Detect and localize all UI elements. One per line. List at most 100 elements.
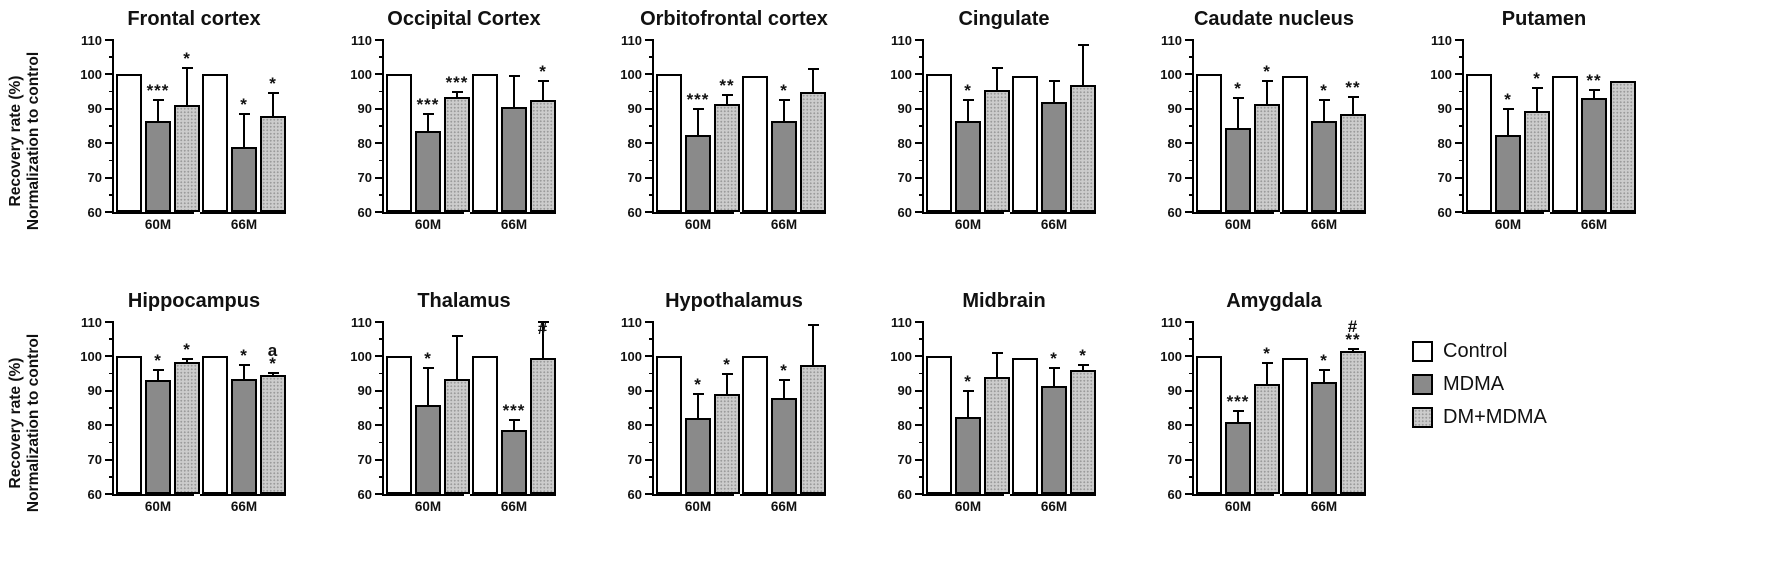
y-axis-minor-tick (109, 125, 114, 127)
chart-title: Amygdala (1226, 290, 1322, 312)
error-bar-cap (1048, 80, 1060, 83)
error-bar-cap (267, 92, 279, 95)
error-bar-cap (1347, 95, 1359, 98)
y-axis-tick (375, 107, 384, 110)
y-axis-tick (1185, 493, 1194, 495)
y-axis-minor-tick (1189, 90, 1194, 93)
y-axis-tick-label: 60 (897, 204, 912, 220)
x-axis-line (1280, 494, 1366, 496)
y-axis-tick-label: 70 (1437, 170, 1452, 186)
y-axis-tick (1455, 107, 1464, 110)
error-bar-line (1053, 81, 1055, 102)
bar-mdma: * (1495, 40, 1521, 212)
significance-marker: * (183, 340, 191, 360)
error-bar-line (243, 113, 245, 147)
error-bar-line (996, 352, 998, 378)
bar-control (386, 322, 412, 494)
x-axis-line (470, 212, 556, 214)
y-axis-tick-label: 100 (80, 348, 102, 364)
error-bar-cap (537, 80, 549, 83)
y-axis-minor-tick (109, 441, 114, 444)
significance-marker: *** (416, 94, 440, 114)
x-axis-group-label: 60M (1494, 217, 1522, 232)
plot-area: 60 70 80 90 100 110 * 60M 66M (890, 34, 1096, 232)
x-axis-group-label: 60M (954, 217, 982, 232)
y-axis-tick (915, 424, 924, 427)
significance-marker: ** (719, 76, 735, 96)
significance-marker: * (723, 354, 731, 374)
y-axis-minor-tick (919, 159, 924, 162)
bar-control (1012, 40, 1038, 212)
bar-dm-mdma: * (714, 322, 740, 494)
x-axis-line (740, 494, 826, 496)
y-axis-tick (105, 176, 114, 179)
y-axis-label-line1: Recovery rate (%) (7, 75, 24, 207)
error-bar-line (1237, 98, 1239, 128)
bar-rect (1225, 421, 1251, 494)
y-axis-tick-label: 80 (897, 135, 912, 151)
error-bar-line (186, 67, 188, 106)
y-axis-minor-tick (919, 338, 924, 340)
y-axis-tick (645, 211, 654, 213)
chart-title: Caudate nucleus (1193, 8, 1355, 30)
y-axis-tick-label: 80 (87, 135, 102, 151)
x-axis-line (1010, 494, 1096, 496)
bar-rect (742, 76, 768, 212)
y-axis-tick-label: 70 (357, 452, 372, 468)
y-axis-tick-label: 100 (350, 348, 372, 364)
bar-rect (742, 356, 768, 494)
chart-orbitofrontal-cortex: Orbitofrontal cortex 60 70 80 90 100 110 *** ** 6… (588, 6, 858, 232)
error-bar-cap (807, 324, 819, 327)
y-axis-tick-label: 60 (897, 486, 912, 502)
y-axis-tick-label: 80 (627, 417, 642, 433)
error-bar-line (427, 113, 429, 132)
y-axis-tick (915, 39, 924, 41)
y-axis-tick (375, 321, 384, 323)
chart-frontal-cortex: Frontal cortex 60 70 80 90 100 110 *** * 60M * * 66M (48, 6, 318, 232)
bar-rect (955, 120, 981, 212)
bar-rect (1282, 358, 1308, 494)
mdma-swatch-icon (1412, 374, 1433, 395)
y-axis-tick-label: 110 (1161, 32, 1182, 48)
bar-rect (1070, 370, 1096, 494)
error-bar-line (697, 108, 699, 135)
y-axis-tick-label: 110 (621, 32, 642, 48)
y-axis-minor-tick (649, 407, 654, 409)
plot-inner: 60 70 80 90 100 110 * * 60M * ** 66M (1160, 34, 1366, 232)
y-axis-tick-label: 60 (87, 204, 102, 220)
y-axis-tick-label: 70 (897, 452, 912, 468)
y-axis-minor-tick (379, 441, 384, 444)
error-bar-line (726, 373, 728, 395)
y-axis-minor-tick (1189, 441, 1194, 444)
bar-rect (685, 134, 711, 212)
bar-control (386, 40, 412, 212)
x-axis-line (1280, 212, 1366, 214)
bar-rect (1282, 76, 1308, 212)
legend-item-control: Control (1412, 340, 1642, 363)
bar-dm-mdma (444, 322, 470, 494)
error-bar-cap (451, 90, 463, 93)
y-axis-label-line1: Recovery rate (%) (7, 357, 24, 489)
x-axis-group-label: 66M (1040, 217, 1068, 232)
y-axis-tick (105, 142, 114, 145)
significance-marker: * (539, 62, 547, 82)
plot-area: 60 70 80 90 100 110 *** * 60M * # ** 66M (1160, 316, 1366, 514)
plot-area: 60 70 80 90 100 110 * * 60M * ** 66M (1160, 34, 1366, 232)
x-axis-group-label: 60M (954, 499, 982, 514)
bar-rect (1524, 110, 1550, 212)
y-axis-tick-label: 90 (627, 383, 642, 399)
y-axis-tick (915, 321, 924, 323)
y-axis-tick (915, 458, 924, 461)
bar-rect (984, 89, 1010, 212)
y-axis-tick-label: 70 (1167, 452, 1182, 468)
y-axis-tick-label: 110 (351, 32, 372, 48)
y-axis-minor-tick (1189, 194, 1194, 196)
y-axis-tick (1455, 211, 1464, 213)
chart-putamen: Putamen 60 70 80 90 100 110 * * 60M ** 66M (1398, 6, 1668, 232)
bar-rect (1552, 76, 1578, 212)
chart-thalamus: Thalamus 60 70 80 90 100 110 * 60M *** #66M (318, 288, 588, 514)
bar-rect (1196, 74, 1222, 212)
error-bar-cap (267, 371, 279, 374)
y-axis-minor-tick (649, 476, 654, 478)
y-axis-tick-label: 60 (87, 486, 102, 502)
